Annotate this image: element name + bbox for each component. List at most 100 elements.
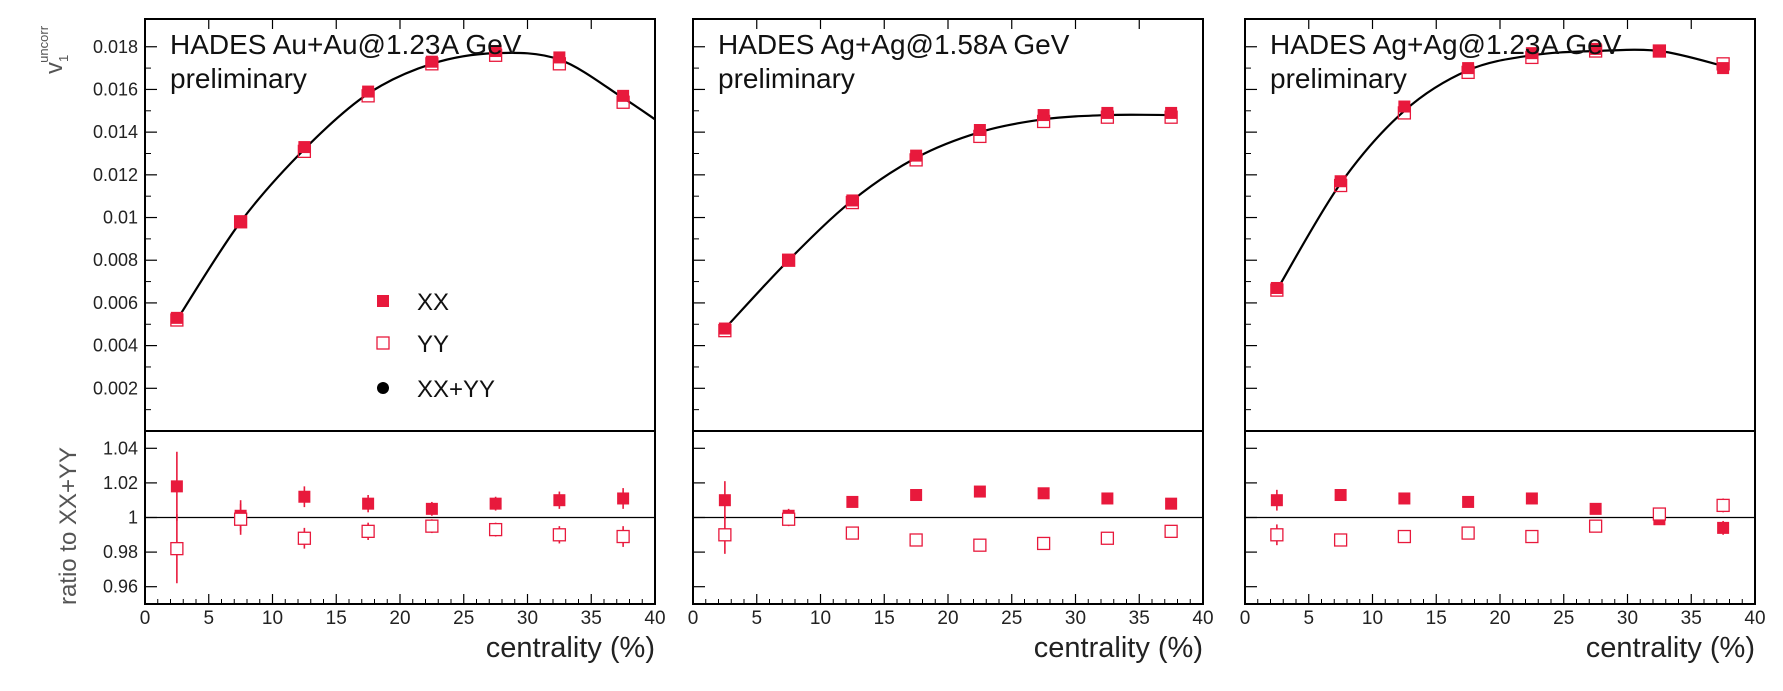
xx-point <box>1589 42 1602 55</box>
x-tick-label: 25 <box>1553 608 1574 629</box>
yy-ratio-point <box>1397 529 1412 544</box>
xx-point <box>1270 281 1283 294</box>
yy-ratio-point <box>170 541 184 556</box>
yy-ratio-point <box>1716 498 1730 513</box>
xx-point <box>1653 45 1666 58</box>
panel-title: HADES Au+Au@1.23A GeV <box>170 29 522 60</box>
yy-ratio-point <box>552 528 567 542</box>
yy-ratio-point <box>425 519 439 533</box>
bottom-y-tick-label: 0.96 <box>103 577 138 597</box>
xx-point <box>1462 62 1475 75</box>
legend-label: XX <box>417 289 449 316</box>
xx-ratio-point <box>170 480 183 493</box>
x-tick-label: 30 <box>517 608 538 629</box>
xx-point <box>1101 106 1114 119</box>
yy-ratio-point <box>909 533 923 547</box>
xx-point <box>1398 100 1411 113</box>
xx-ratio-point <box>1589 502 1602 515</box>
xx-ratio-point <box>1101 492 1114 505</box>
xx-point <box>553 51 566 64</box>
xx-point <box>1525 47 1538 60</box>
xx-point <box>910 149 923 162</box>
xx-ratio-point <box>973 485 986 498</box>
panel-title: HADES Ag+Ag@1.58A GeV <box>718 29 1070 60</box>
yy-ratio-point <box>781 512 796 526</box>
x-tick-label: 20 <box>937 608 958 629</box>
xx-ratio-point <box>1462 495 1475 508</box>
x-tick-label: 10 <box>262 608 283 629</box>
top-y-axis-title-main: v <box>41 62 68 74</box>
bottom-y-tick-label: 1 <box>128 508 138 528</box>
bottom-y-axis-title: ratio to XX+YY <box>55 447 82 605</box>
panel-au-au-1-23: 0 5 10 15 20 25 30 35 40 centrality (%) 0.002 0.004… <box>93 18 666 664</box>
xx-ratio-point <box>1037 487 1050 500</box>
xx-ratio-point <box>617 492 630 505</box>
top-y-axis-title: v1 uncorr <box>36 25 71 74</box>
bottom-y-tick-label: 1.04 <box>103 438 138 458</box>
yy-ratio-point <box>1100 531 1115 545</box>
top-y-tick-label: 0.002 <box>93 378 138 398</box>
panel-subtitle: preliminary <box>170 63 307 94</box>
x-tick-label: 5 <box>751 608 762 629</box>
yy-ratio-point <box>1164 524 1178 538</box>
xx-ratio-point <box>553 494 566 507</box>
panel-ag-ag-1-23: 0 5 10 15 20 25 30 35 40 centrality (%) HADES Ag+A… <box>1240 18 1766 664</box>
x-tick-label: 15 <box>326 608 347 629</box>
xx-point <box>489 45 502 58</box>
xx-ratio-point <box>362 497 375 510</box>
bottom-y-tick-label: 0.98 <box>103 542 138 562</box>
legend-label: XX+YY <box>417 376 495 403</box>
yy-ratio-point <box>1588 519 1603 533</box>
xx-ratio-point <box>846 495 859 508</box>
xx-ratio-point <box>425 502 438 515</box>
xx-ratio-point <box>1270 494 1283 507</box>
x-axis-title: centrality (%) <box>486 632 655 664</box>
x-tick-label: 0 <box>688 608 699 629</box>
x-tick-label: 5 <box>1303 608 1314 629</box>
xx-ratio-point <box>1525 492 1538 505</box>
x-tick-label: 30 <box>1065 608 1086 629</box>
x-tick-label: 20 <box>1489 608 1510 629</box>
xx-point <box>1334 175 1347 188</box>
yy-ratio-point <box>845 526 860 540</box>
x-axis-title: centrality (%) <box>1586 632 1755 664</box>
top-y-tick-label: 0.01 <box>103 208 138 228</box>
x-tick-label: 40 <box>644 608 665 629</box>
xx-ratio-point <box>489 497 502 510</box>
xx-ratio-point <box>1398 492 1411 505</box>
x-tick-label: 5 <box>203 608 214 629</box>
yy-ratio-point <box>233 512 248 526</box>
x-tick-label: 20 <box>389 608 410 629</box>
xx-point <box>718 322 731 335</box>
top-y-tick-label: 0.014 <box>93 122 138 142</box>
yy-ratio-point <box>1525 529 1539 544</box>
x-tick-label: 40 <box>1192 608 1213 629</box>
x-axis-title: centrality (%) <box>1034 632 1203 664</box>
panel-title: HADES Ag+Ag@1.23A GeV <box>1270 29 1622 60</box>
xx-ratio-point <box>1165 497 1178 510</box>
x-tick-label: 10 <box>810 608 831 629</box>
x-tick-label: 35 <box>1129 608 1150 629</box>
panel-subtitle: preliminary <box>1270 63 1407 94</box>
xx-point <box>362 85 375 98</box>
x-tick-label: 15 <box>874 608 895 629</box>
xx-point <box>1717 62 1730 75</box>
yy-ratio-point <box>488 522 503 537</box>
yy-ratio-point <box>973 538 987 552</box>
xx-ratio-point <box>718 494 731 507</box>
x-tick-label: 10 <box>1362 608 1383 629</box>
top-y-tick-label: 0.012 <box>93 165 138 185</box>
xx-plus-yy-fit-curve <box>724 113 1172 330</box>
legend-xx-plus-yy-marker <box>377 382 389 394</box>
xx-point <box>617 89 630 102</box>
bottom-y-tick-label: 1.02 <box>103 473 138 493</box>
x-tick-label: 0 <box>1240 608 1251 629</box>
x-tick-label: 35 <box>581 608 602 629</box>
xx-point <box>1165 106 1178 119</box>
yy-ratio-point <box>1270 528 1284 542</box>
legend-yy-marker <box>376 336 390 350</box>
yy-ratio-point <box>1652 507 1667 521</box>
xx-point <box>973 124 986 137</box>
legend-xx-marker <box>377 295 389 307</box>
